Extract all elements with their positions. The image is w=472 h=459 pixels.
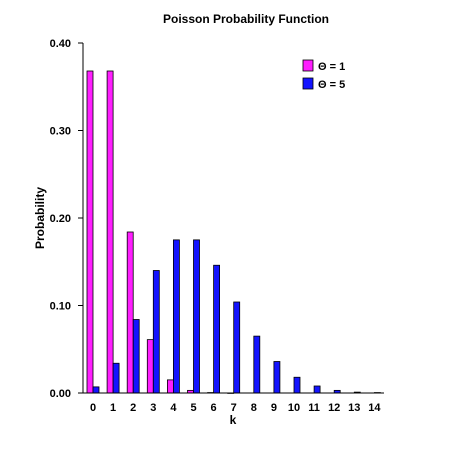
legend-label: Θ = 1 xyxy=(318,61,345,73)
y-axis-label: Probability xyxy=(33,187,47,249)
bar-series-2 xyxy=(293,376,301,394)
bar-series-2 xyxy=(132,319,140,394)
x-tick-label: 9 xyxy=(271,402,277,414)
legend: Θ = 1 Θ = 5 xyxy=(302,59,345,91)
x-tick-label: 12 xyxy=(328,402,340,414)
bar-series-1 xyxy=(166,379,174,394)
bar-series-2 xyxy=(233,301,241,394)
x-tick-label: 1 xyxy=(110,402,116,414)
y-tick-label: 0.20 xyxy=(50,213,71,225)
x-tick-label: 0 xyxy=(90,402,96,414)
x-tick-label: 13 xyxy=(348,402,360,414)
legend-label: Θ = 5 xyxy=(318,79,345,91)
bar-series-1 xyxy=(86,70,94,394)
x-tick-label: 8 xyxy=(251,402,257,414)
bar-series-2 xyxy=(152,270,160,394)
x-tick-label: 5 xyxy=(190,402,196,414)
bar-series-1 xyxy=(146,339,154,394)
bar-series-2 xyxy=(313,385,321,394)
bar-series-2 xyxy=(172,239,180,394)
bar-series-2 xyxy=(273,361,281,394)
bars-group xyxy=(86,70,381,394)
x-axis-label: k xyxy=(230,413,237,427)
x-tick-label: 14 xyxy=(368,402,381,414)
x-tick-label: 7 xyxy=(231,402,237,414)
bar-series-2 xyxy=(213,264,221,394)
y-ticks-group: 0.00 0.10 0.20 0.30 0.40 xyxy=(50,38,83,400)
bar-series-2 xyxy=(193,239,200,394)
x-tick-label: 6 xyxy=(211,402,217,414)
bar-series-2 xyxy=(112,362,120,394)
y-tick-label: 0.00 xyxy=(50,388,71,400)
x-tick-label: 2 xyxy=(130,402,136,414)
x-ticks-group: 0 1 2 3 4 5 6 7 8 9 10 11 12 13 14 xyxy=(90,402,381,414)
legend-swatch xyxy=(302,77,314,90)
x-tick-label: 4 xyxy=(170,402,177,414)
x-tick-label: 3 xyxy=(150,402,156,414)
bar-series-1 xyxy=(106,70,114,394)
y-tick-label: 0.40 xyxy=(50,38,71,50)
bar-series-2 xyxy=(253,335,261,394)
x-tick-label: 11 xyxy=(308,402,320,414)
y-tick-label: 0.30 xyxy=(50,126,71,138)
chart-title: Poisson Probability Function xyxy=(163,12,329,26)
bar-series-2 xyxy=(92,386,100,394)
bar-series-1 xyxy=(126,231,134,394)
x-tick-label: 10 xyxy=(288,402,300,414)
y-tick-label: 0.10 xyxy=(50,301,71,313)
legend-swatch xyxy=(302,59,314,72)
